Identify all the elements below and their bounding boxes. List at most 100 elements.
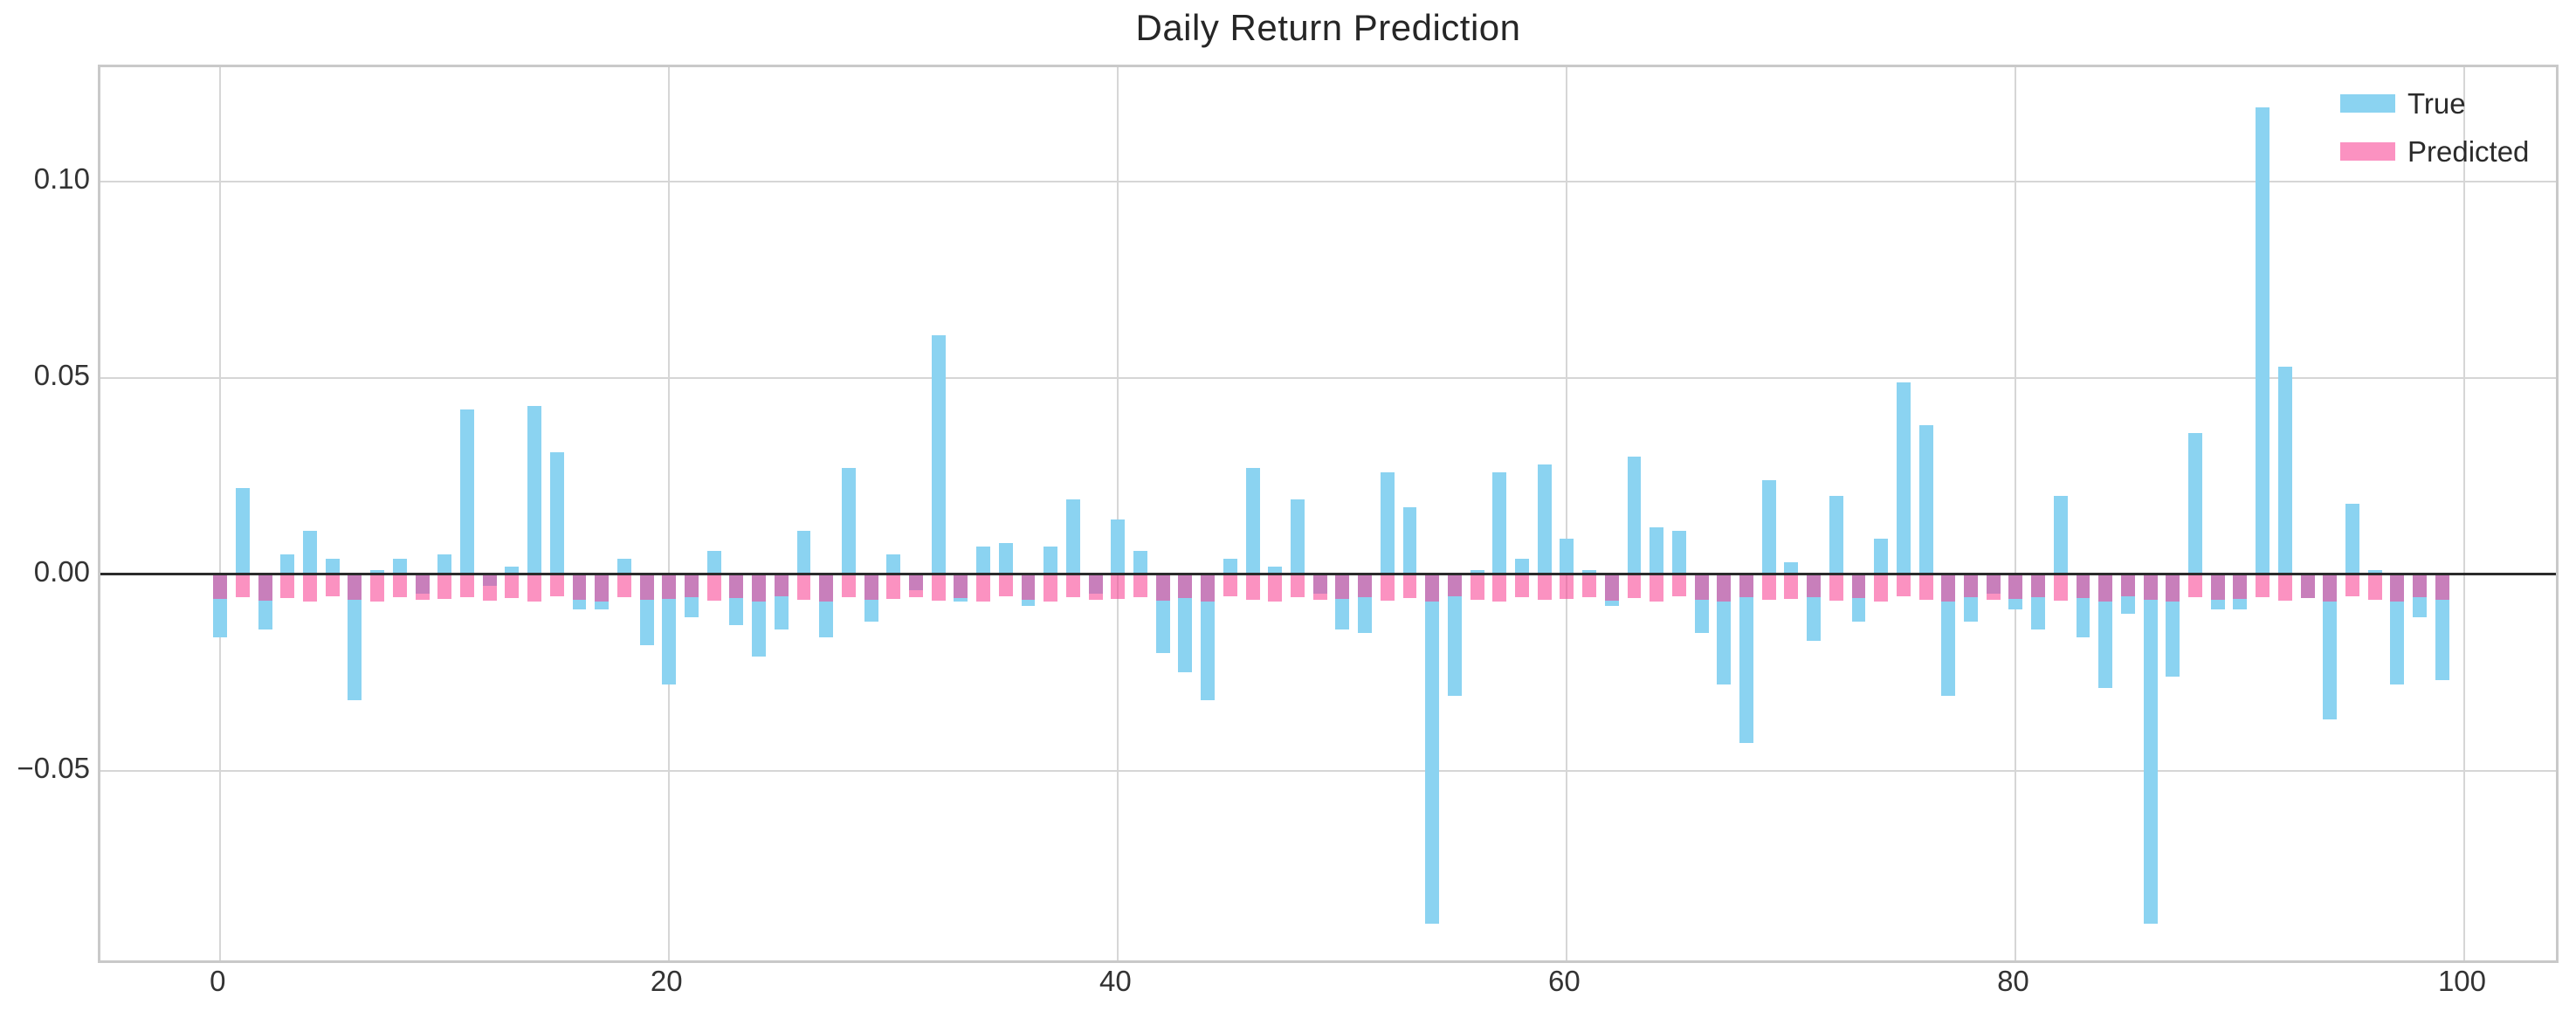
bar-true bbox=[2390, 574, 2405, 684]
bar-predicted bbox=[976, 574, 991, 602]
bar-predicted bbox=[1851, 574, 1866, 598]
bar-predicted bbox=[1111, 574, 1126, 600]
gridline-vertical bbox=[1117, 67, 1119, 960]
bar-true bbox=[235, 487, 250, 574]
bar-true bbox=[1133, 550, 1147, 574]
bar-true bbox=[2188, 432, 2202, 574]
bar-true bbox=[662, 574, 677, 684]
legend: True Predicted bbox=[2340, 89, 2529, 166]
bar-predicted bbox=[460, 574, 474, 597]
bar-predicted bbox=[1201, 574, 1216, 602]
bar-predicted bbox=[1717, 574, 1732, 602]
gridline-vertical bbox=[1566, 67, 1568, 960]
bar-predicted bbox=[2053, 574, 2068, 601]
bar-predicted bbox=[1043, 574, 1058, 602]
bar-true bbox=[2367, 570, 2382, 574]
bar-true bbox=[1761, 479, 1776, 574]
bar-true bbox=[1470, 570, 1484, 574]
bar-predicted bbox=[1380, 574, 1395, 601]
bar-true bbox=[1560, 539, 1574, 574]
bar-predicted bbox=[595, 574, 610, 602]
bar-predicted bbox=[1268, 574, 1283, 602]
bar-predicted bbox=[864, 574, 878, 601]
bar-predicted bbox=[258, 574, 272, 601]
bar-predicted bbox=[348, 574, 362, 600]
x-tick-label: 20 bbox=[650, 965, 683, 997]
bar-predicted bbox=[370, 574, 385, 602]
bar-predicted bbox=[2076, 574, 2090, 598]
bar-predicted bbox=[752, 574, 767, 602]
x-tick-label: 0 bbox=[210, 965, 226, 997]
bar-predicted bbox=[2300, 574, 2315, 598]
bar-true bbox=[1829, 495, 1843, 574]
legend-label-true: True bbox=[2407, 87, 2466, 120]
gridline-vertical bbox=[2463, 67, 2466, 960]
bar-predicted bbox=[1155, 574, 1170, 601]
gridline-vertical bbox=[668, 67, 671, 960]
bar-predicted bbox=[303, 574, 317, 602]
bar-true bbox=[1874, 539, 1889, 574]
bar-predicted bbox=[662, 574, 677, 600]
bar-true bbox=[1896, 382, 1911, 574]
bar-true bbox=[549, 452, 564, 574]
bar-predicted bbox=[1088, 574, 1103, 601]
bar-true bbox=[1918, 424, 1933, 574]
bar-predicted bbox=[1739, 574, 1753, 598]
bar-true bbox=[303, 531, 317, 574]
bar-predicted bbox=[2367, 574, 2382, 600]
bar-true bbox=[1582, 570, 1597, 574]
bar-predicted bbox=[2031, 574, 2046, 597]
bar-predicted bbox=[1335, 574, 1350, 600]
zero-axis-line bbox=[100, 573, 2556, 576]
bar-true bbox=[392, 558, 407, 574]
bar-predicted bbox=[1896, 574, 1911, 596]
bar-predicted bbox=[2390, 574, 2405, 602]
bar-true bbox=[1739, 574, 1753, 744]
bar-true bbox=[1223, 558, 1237, 574]
y-tick-label: 0.10 bbox=[33, 162, 90, 196]
bar-true bbox=[325, 558, 340, 574]
legend-swatch-predicted-icon bbox=[2340, 142, 2395, 161]
bar-predicted bbox=[1627, 574, 1642, 598]
bar-predicted bbox=[415, 574, 430, 601]
bar-true bbox=[1268, 566, 1283, 574]
bar-predicted bbox=[1065, 574, 1080, 598]
bar-true bbox=[1380, 471, 1395, 574]
bar-predicted bbox=[616, 574, 631, 598]
gridline-horizontal bbox=[100, 377, 2556, 380]
bar-predicted bbox=[1358, 574, 1373, 597]
bar-true bbox=[2053, 495, 2068, 574]
bar-true bbox=[1537, 464, 1552, 574]
bar-true bbox=[1784, 562, 1799, 574]
bar-true bbox=[2277, 366, 2292, 574]
bar-true bbox=[1245, 468, 1260, 574]
bar-true bbox=[1290, 499, 1305, 574]
bar-predicted bbox=[1470, 574, 1484, 600]
chart-title: Daily Return Prediction bbox=[1135, 7, 1521, 48]
bar-true bbox=[1492, 471, 1507, 574]
bar-predicted bbox=[706, 574, 721, 601]
bar-predicted bbox=[1694, 574, 1709, 600]
bar-predicted bbox=[841, 574, 856, 598]
bar-predicted bbox=[392, 574, 407, 598]
bar-predicted bbox=[505, 574, 520, 598]
legend-row-true: True bbox=[2340, 89, 2529, 118]
bar-predicted bbox=[1492, 574, 1507, 602]
bar-true bbox=[976, 547, 991, 574]
bar-predicted bbox=[819, 574, 834, 602]
bar-predicted bbox=[280, 574, 295, 598]
bar-predicted bbox=[1761, 574, 1776, 601]
bar-true bbox=[841, 468, 856, 574]
bar-true bbox=[1425, 574, 1440, 924]
y-tick-label: 0.05 bbox=[33, 359, 90, 392]
bar-true bbox=[370, 570, 385, 574]
bar-true bbox=[1065, 499, 1080, 574]
bar-predicted bbox=[954, 574, 968, 598]
bar-predicted bbox=[729, 574, 744, 598]
bar-true bbox=[931, 334, 946, 574]
bar-true bbox=[1111, 519, 1126, 574]
legend-row-predicted: Predicted bbox=[2340, 137, 2529, 166]
bar-predicted bbox=[2188, 574, 2202, 598]
bar-predicted bbox=[2166, 574, 2180, 602]
bar-true bbox=[280, 554, 295, 574]
